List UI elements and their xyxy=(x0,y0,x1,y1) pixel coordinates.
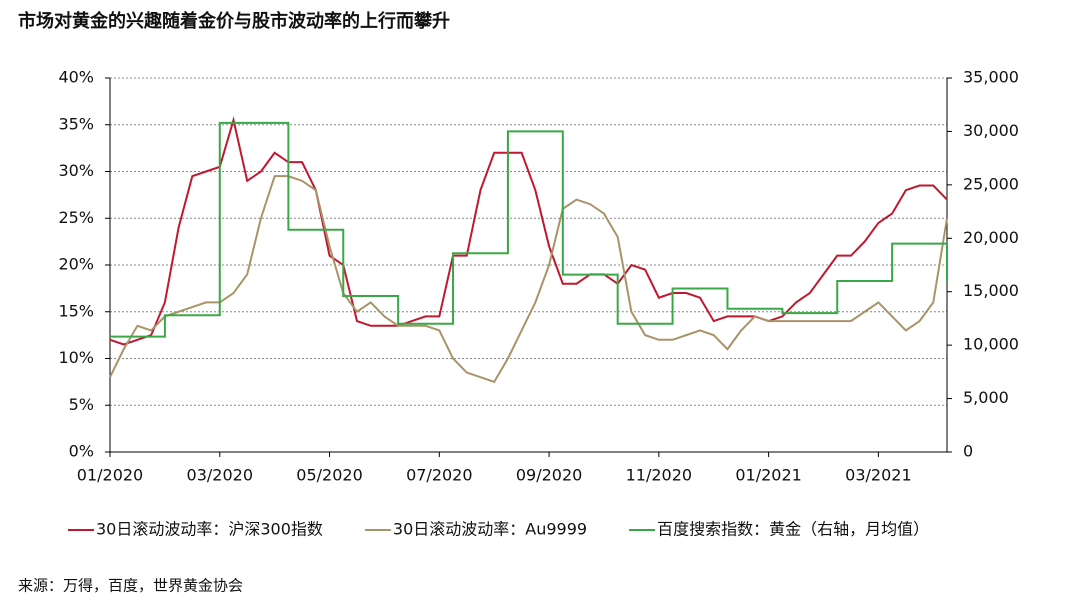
series-line xyxy=(109,116,948,346)
chart-title: 市场对黄金的兴趣随着金价与股市波动率的上行而攀升 xyxy=(18,10,450,32)
y2-tick-label: 25,000 xyxy=(963,174,1019,193)
y2-tick-label: 15,000 xyxy=(963,281,1019,300)
y2-tick-label: 5,000 xyxy=(963,388,1009,407)
y-tick-label: 15% xyxy=(58,301,94,320)
y-tick-label: 25% xyxy=(58,208,94,227)
x-tick-label: 03/2021 xyxy=(845,466,911,485)
y2-tick-label: 20,000 xyxy=(963,228,1019,247)
x-tick-label: 07/2020 xyxy=(406,466,472,485)
y-tick-label: 20% xyxy=(58,255,94,274)
y2-tick-label: 0 xyxy=(963,442,973,461)
y2-tick-label: 35,000 xyxy=(963,68,1019,87)
y-tick-label: 40% xyxy=(58,68,94,87)
y-tick-label: 30% xyxy=(58,161,94,180)
x-tick-label: 01/2020 xyxy=(77,466,143,485)
series-line xyxy=(109,175,948,384)
x-tick-label: 01/2021 xyxy=(735,466,801,485)
y-tick-label: 35% xyxy=(58,114,94,133)
legend-label: 百度搜索指数：黄金（右轴，月均值） xyxy=(657,520,929,539)
x-tick-label: 03/2020 xyxy=(187,466,253,485)
x-tick-label: 05/2020 xyxy=(296,466,362,485)
y2-tick-label: 30,000 xyxy=(963,121,1019,140)
legend-label: 30日滚动波动率：沪深300指数 xyxy=(96,520,323,539)
y-tick-label: 10% xyxy=(58,348,94,367)
series-line xyxy=(110,121,948,338)
y-tick-label: 0% xyxy=(69,442,94,461)
x-tick-label: 09/2020 xyxy=(516,466,582,485)
legend-label: 30日滚动波动率：Au9999 xyxy=(393,520,587,539)
y-tick-label: 5% xyxy=(69,395,94,414)
source-note: 来源：万得，百度，世界黄金协会 xyxy=(18,577,243,595)
x-tick-label: 11/2020 xyxy=(626,466,692,485)
y2-tick-label: 10,000 xyxy=(963,335,1019,354)
